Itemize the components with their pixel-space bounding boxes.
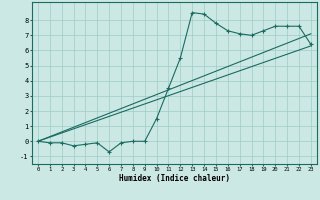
X-axis label: Humidex (Indice chaleur): Humidex (Indice chaleur) [119,174,230,183]
